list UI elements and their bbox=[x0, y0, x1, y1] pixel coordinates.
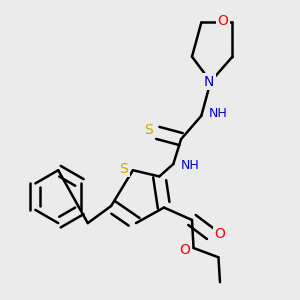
Text: S: S bbox=[144, 123, 153, 137]
Text: N: N bbox=[204, 75, 214, 88]
Text: NH: NH bbox=[181, 159, 200, 172]
Text: NH: NH bbox=[209, 107, 228, 120]
Text: S: S bbox=[119, 162, 128, 176]
Text: O: O bbox=[179, 242, 190, 256]
Text: O: O bbox=[214, 227, 225, 241]
Text: O: O bbox=[218, 14, 229, 28]
